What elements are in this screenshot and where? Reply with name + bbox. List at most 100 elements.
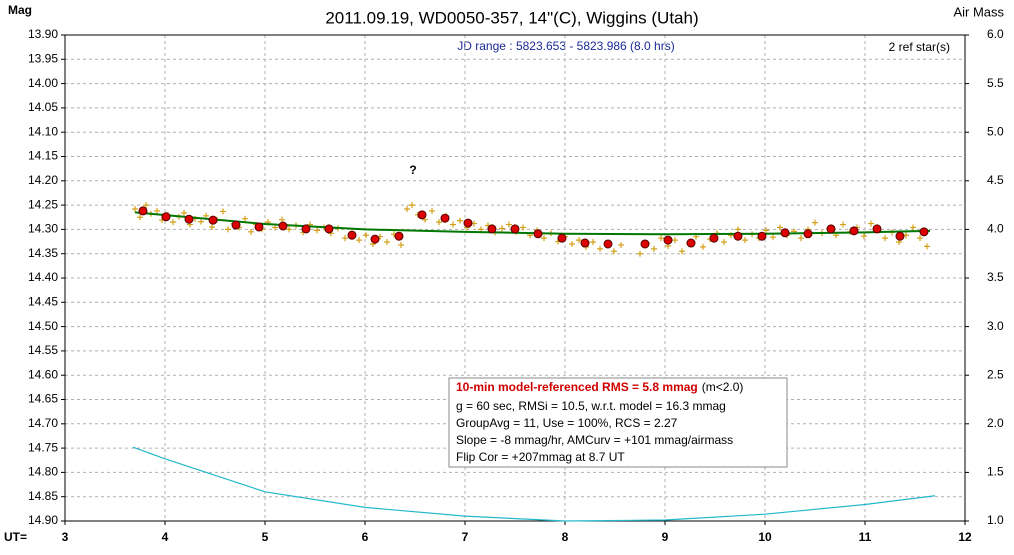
info-headline-note: (m<2.0) [702, 380, 744, 394]
data-point [770, 234, 776, 241]
info-box-frame [448, 377, 788, 468]
y2-tick-label: 2.5 [987, 367, 1004, 381]
data-point [672, 237, 678, 244]
data-point [679, 248, 685, 255]
data-point [170, 219, 176, 226]
data-point [436, 219, 442, 226]
x-tick-label: 10 [758, 530, 772, 544]
y-tick-label: 14.20 [28, 173, 58, 187]
group-average [440, 213, 450, 223]
info-headline: 10-min model-referenced RMS = 5.8 mmag (m… [456, 380, 743, 394]
group-average [301, 224, 311, 234]
data-point [618, 241, 624, 248]
y-tick-label: 14.50 [28, 319, 58, 333]
group-average [417, 210, 427, 220]
y-tick-label: 13.95 [28, 51, 58, 65]
data-point [154, 207, 160, 214]
y2-tick-label: 3.5 [987, 270, 1004, 284]
y-tick-label: 14.85 [28, 489, 58, 503]
group-average [780, 228, 790, 238]
data-point [242, 215, 248, 222]
data-point [248, 228, 254, 235]
group-average [254, 222, 264, 232]
group-average [487, 224, 497, 234]
data-point [590, 239, 596, 246]
data-point [314, 227, 320, 234]
x-tick-label: 7 [462, 530, 469, 544]
y2-tick-label: 5.5 [987, 76, 1004, 90]
data-point [409, 202, 415, 209]
data-point [700, 243, 706, 250]
group-average [895, 231, 905, 241]
y-tick-label: 14.75 [28, 440, 58, 454]
group-average [872, 224, 882, 234]
group-average [510, 224, 520, 234]
data-point [499, 225, 505, 232]
x-tick-label: 11 [859, 530, 872, 544]
data-point [637, 250, 643, 257]
data-point [651, 245, 657, 252]
data-point [798, 235, 804, 242]
data-point [910, 224, 916, 231]
annotation: ? [409, 163, 416, 177]
group-average [580, 238, 590, 248]
y-tick-label: 14.55 [28, 343, 58, 357]
group-average [324, 224, 334, 234]
data-point [721, 239, 727, 246]
data-point [742, 237, 748, 244]
data-point [763, 227, 769, 234]
data-point [363, 232, 369, 239]
group-average [757, 231, 767, 241]
group-average [184, 214, 194, 224]
data-point [506, 221, 512, 228]
group-average [686, 238, 696, 248]
data-point [777, 224, 783, 231]
data-point [450, 221, 456, 228]
data-point [181, 209, 187, 216]
data-point [917, 235, 923, 242]
data-point [404, 205, 410, 212]
data-point [209, 223, 215, 230]
data-point [286, 226, 292, 233]
subtitle: JD range : 5823.653 - 5823.986 (8.0 hrs) [457, 39, 674, 53]
group-average [919, 227, 929, 237]
info-headline-main: 10-min model-referenced RMS = 5.8 mmag [456, 380, 698, 394]
y-tick-label: 14.80 [28, 465, 58, 479]
data-point [812, 219, 818, 226]
plot-frame [64, 34, 966, 522]
group-average [849, 226, 859, 236]
x-axis-label: UT= [4, 530, 27, 544]
data-point [840, 221, 846, 228]
data-point [924, 243, 930, 250]
group-average [231, 220, 241, 230]
x-tick-label: 6 [362, 530, 369, 544]
data-point [225, 226, 231, 233]
y2-tick-label: 3.0 [987, 319, 1004, 333]
x-tick-label: 5 [262, 530, 269, 544]
data-point [569, 240, 575, 247]
y-tick-label: 14.45 [28, 294, 58, 308]
group-average [603, 239, 613, 249]
y-tick-label: 14.05 [28, 100, 58, 114]
y-axis-label: Mag [8, 3, 32, 17]
x-tick-label: 3 [62, 530, 69, 544]
group-average [640, 239, 650, 249]
x-tick-label: 9 [662, 530, 669, 544]
group-average [826, 224, 836, 234]
group-average [370, 234, 380, 244]
data-point [576, 237, 582, 244]
y-tick-label: 14.40 [28, 270, 58, 284]
y2-tick-label: 6.0 [987, 27, 1004, 41]
group-average [161, 212, 171, 222]
info-line: Slope = -8 mmag/hr, AMCurv = +101 mmag/a… [456, 433, 733, 447]
data-point [132, 205, 138, 212]
data-point [220, 208, 226, 215]
group-average [278, 221, 288, 231]
y2-tick-label: 4.5 [987, 173, 1004, 187]
group-average [557, 233, 567, 243]
y-tick-label: 14.10 [28, 124, 58, 138]
group-average [208, 215, 218, 225]
group-average [709, 233, 719, 243]
y2-tick-label: 4.0 [987, 222, 1004, 236]
